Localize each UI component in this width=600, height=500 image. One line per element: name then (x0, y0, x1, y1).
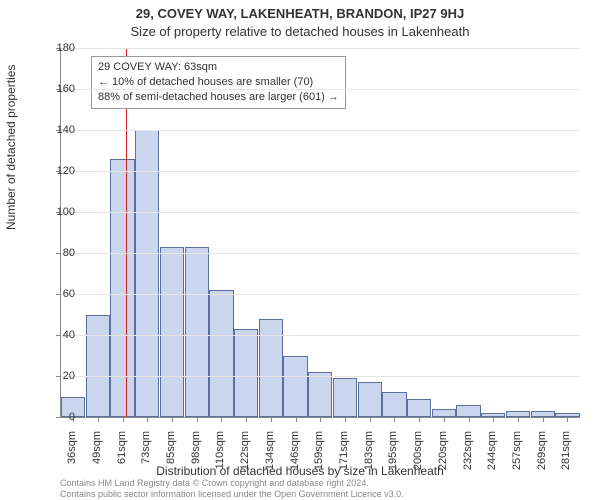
xtick-mark (567, 417, 568, 422)
chart-container: 29, COVEY WAY, LAKENHEATH, BRANDON, IP27… (0, 0, 600, 500)
ytick-label: 100 (45, 206, 75, 218)
ytick-label: 40 (45, 329, 75, 341)
xtick-label: 195sqm (387, 431, 399, 471)
histogram-bar (358, 382, 382, 417)
xtick-label: 200sqm (412, 431, 424, 471)
histogram-bar (234, 329, 258, 417)
histogram-bar (160, 247, 184, 417)
gridline (61, 89, 580, 90)
xtick-label: 281sqm (560, 431, 572, 471)
ytick-label: 80 (45, 247, 75, 259)
histogram-bar (259, 319, 283, 417)
xtick-label: 232sqm (462, 431, 474, 471)
xtick-label: 146sqm (289, 431, 301, 471)
histogram-bar (333, 378, 357, 417)
xtick-label: 49sqm (91, 431, 103, 471)
histogram-bar (209, 290, 233, 417)
gridline (61, 130, 580, 131)
y-axis-label: Number of detached properties (4, 65, 18, 230)
histogram-bar (283, 356, 307, 418)
xtick-mark (493, 417, 494, 422)
plot-area: 29 COVEY WAY: 63sqm ← 10% of detached ho… (60, 48, 580, 418)
footer-line2: Contains public sector information licen… (60, 489, 404, 499)
histogram-bar (382, 392, 406, 417)
ytick-label: 180 (45, 42, 75, 54)
histogram-bar (407, 399, 431, 417)
histogram-bar (185, 247, 209, 417)
gridline (61, 48, 580, 49)
xtick-mark (172, 417, 173, 422)
xtick-label: 61sqm (116, 431, 128, 471)
xtick-label: 244sqm (486, 431, 498, 471)
xtick-label: 220sqm (437, 431, 449, 471)
xtick-mark (469, 417, 470, 422)
xtick-label: 134sqm (264, 431, 276, 471)
ytick-label: 160 (45, 83, 75, 95)
annotation-line2: ← 10% of detached houses are smaller (70… (98, 75, 339, 90)
chart-title-desc: Size of property relative to detached ho… (0, 24, 600, 39)
histogram-bar (432, 409, 456, 417)
xtick-label: 159sqm (313, 431, 325, 471)
footer-attribution: Contains HM Land Registry data © Crown c… (60, 478, 404, 499)
xtick-mark (394, 417, 395, 422)
xtick-mark (370, 417, 371, 422)
gridline (61, 335, 580, 336)
gridline (61, 253, 580, 254)
xtick-label: 85sqm (165, 431, 177, 471)
xtick-mark (296, 417, 297, 422)
xtick-mark (221, 417, 222, 422)
xtick-mark (98, 417, 99, 422)
xtick-mark (123, 417, 124, 422)
ytick-label: 60 (45, 288, 75, 300)
footer-line1: Contains HM Land Registry data © Crown c… (60, 478, 404, 488)
ytick-label: 0 (45, 411, 75, 423)
chart-title-address: 29, COVEY WAY, LAKENHEATH, BRANDON, IP27… (0, 6, 600, 21)
histogram-bar (86, 315, 110, 418)
ytick-label: 20 (45, 370, 75, 382)
histogram-bar (110, 159, 134, 417)
xtick-label: 73sqm (140, 431, 152, 471)
xtick-label: 183sqm (363, 431, 375, 471)
gridline (61, 212, 580, 213)
ytick-label: 120 (45, 165, 75, 177)
annotation-box: 29 COVEY WAY: 63sqm ← 10% of detached ho… (91, 56, 346, 109)
xtick-label: 122sqm (239, 431, 251, 471)
annotation-line3: 88% of semi-detached houses are larger (… (98, 90, 339, 105)
gridline (61, 376, 580, 377)
xtick-mark (419, 417, 420, 422)
xtick-label: 36sqm (66, 431, 78, 471)
xtick-label: 257sqm (511, 431, 523, 471)
xtick-mark (271, 417, 272, 422)
xtick-mark (147, 417, 148, 422)
xtick-label: 171sqm (338, 431, 350, 471)
xtick-mark (345, 417, 346, 422)
xtick-mark (246, 417, 247, 422)
xtick-mark (518, 417, 519, 422)
xtick-label: 98sqm (190, 431, 202, 471)
gridline (61, 294, 580, 295)
xtick-mark (543, 417, 544, 422)
xtick-mark (197, 417, 198, 422)
xtick-mark (444, 417, 445, 422)
xtick-label: 269sqm (536, 431, 548, 471)
histogram-bar (308, 372, 332, 417)
xtick-mark (320, 417, 321, 422)
histogram-bar (456, 405, 480, 417)
ytick-label: 140 (45, 124, 75, 136)
annotation-line1: 29 COVEY WAY: 63sqm (98, 60, 339, 75)
gridline (61, 171, 580, 172)
histogram-bar (135, 130, 159, 417)
xtick-label: 110sqm (214, 431, 226, 471)
